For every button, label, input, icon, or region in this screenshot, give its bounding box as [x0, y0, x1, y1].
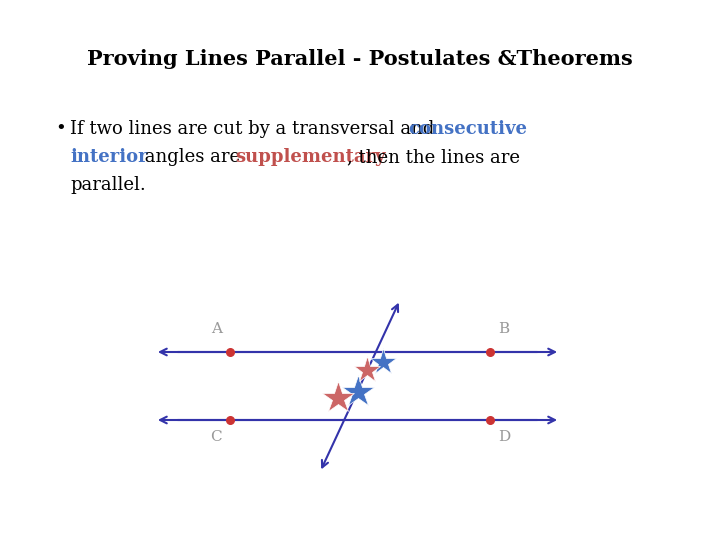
Text: angles are: angles are	[139, 148, 246, 166]
Text: D: D	[498, 430, 510, 444]
Text: If two lines are cut by a transversal and: If two lines are cut by a transversal an…	[70, 120, 440, 138]
Point	[485, 348, 496, 356]
Point	[224, 416, 235, 424]
Text: B: B	[498, 322, 509, 336]
Text: , then the lines are: , then the lines are	[347, 148, 520, 166]
Text: •: •	[55, 120, 66, 138]
Text: parallel.: parallel.	[70, 176, 145, 194]
Text: consecutive: consecutive	[408, 120, 528, 138]
Text: Proving Lines Parallel - Postulates &Theorems: Proving Lines Parallel - Postulates &The…	[87, 49, 633, 69]
Text: C: C	[210, 430, 222, 444]
Text: interior: interior	[70, 148, 148, 166]
Point	[224, 348, 235, 356]
Text: A: A	[211, 322, 222, 336]
Point	[485, 416, 496, 424]
Text: supplementary: supplementary	[235, 148, 386, 166]
